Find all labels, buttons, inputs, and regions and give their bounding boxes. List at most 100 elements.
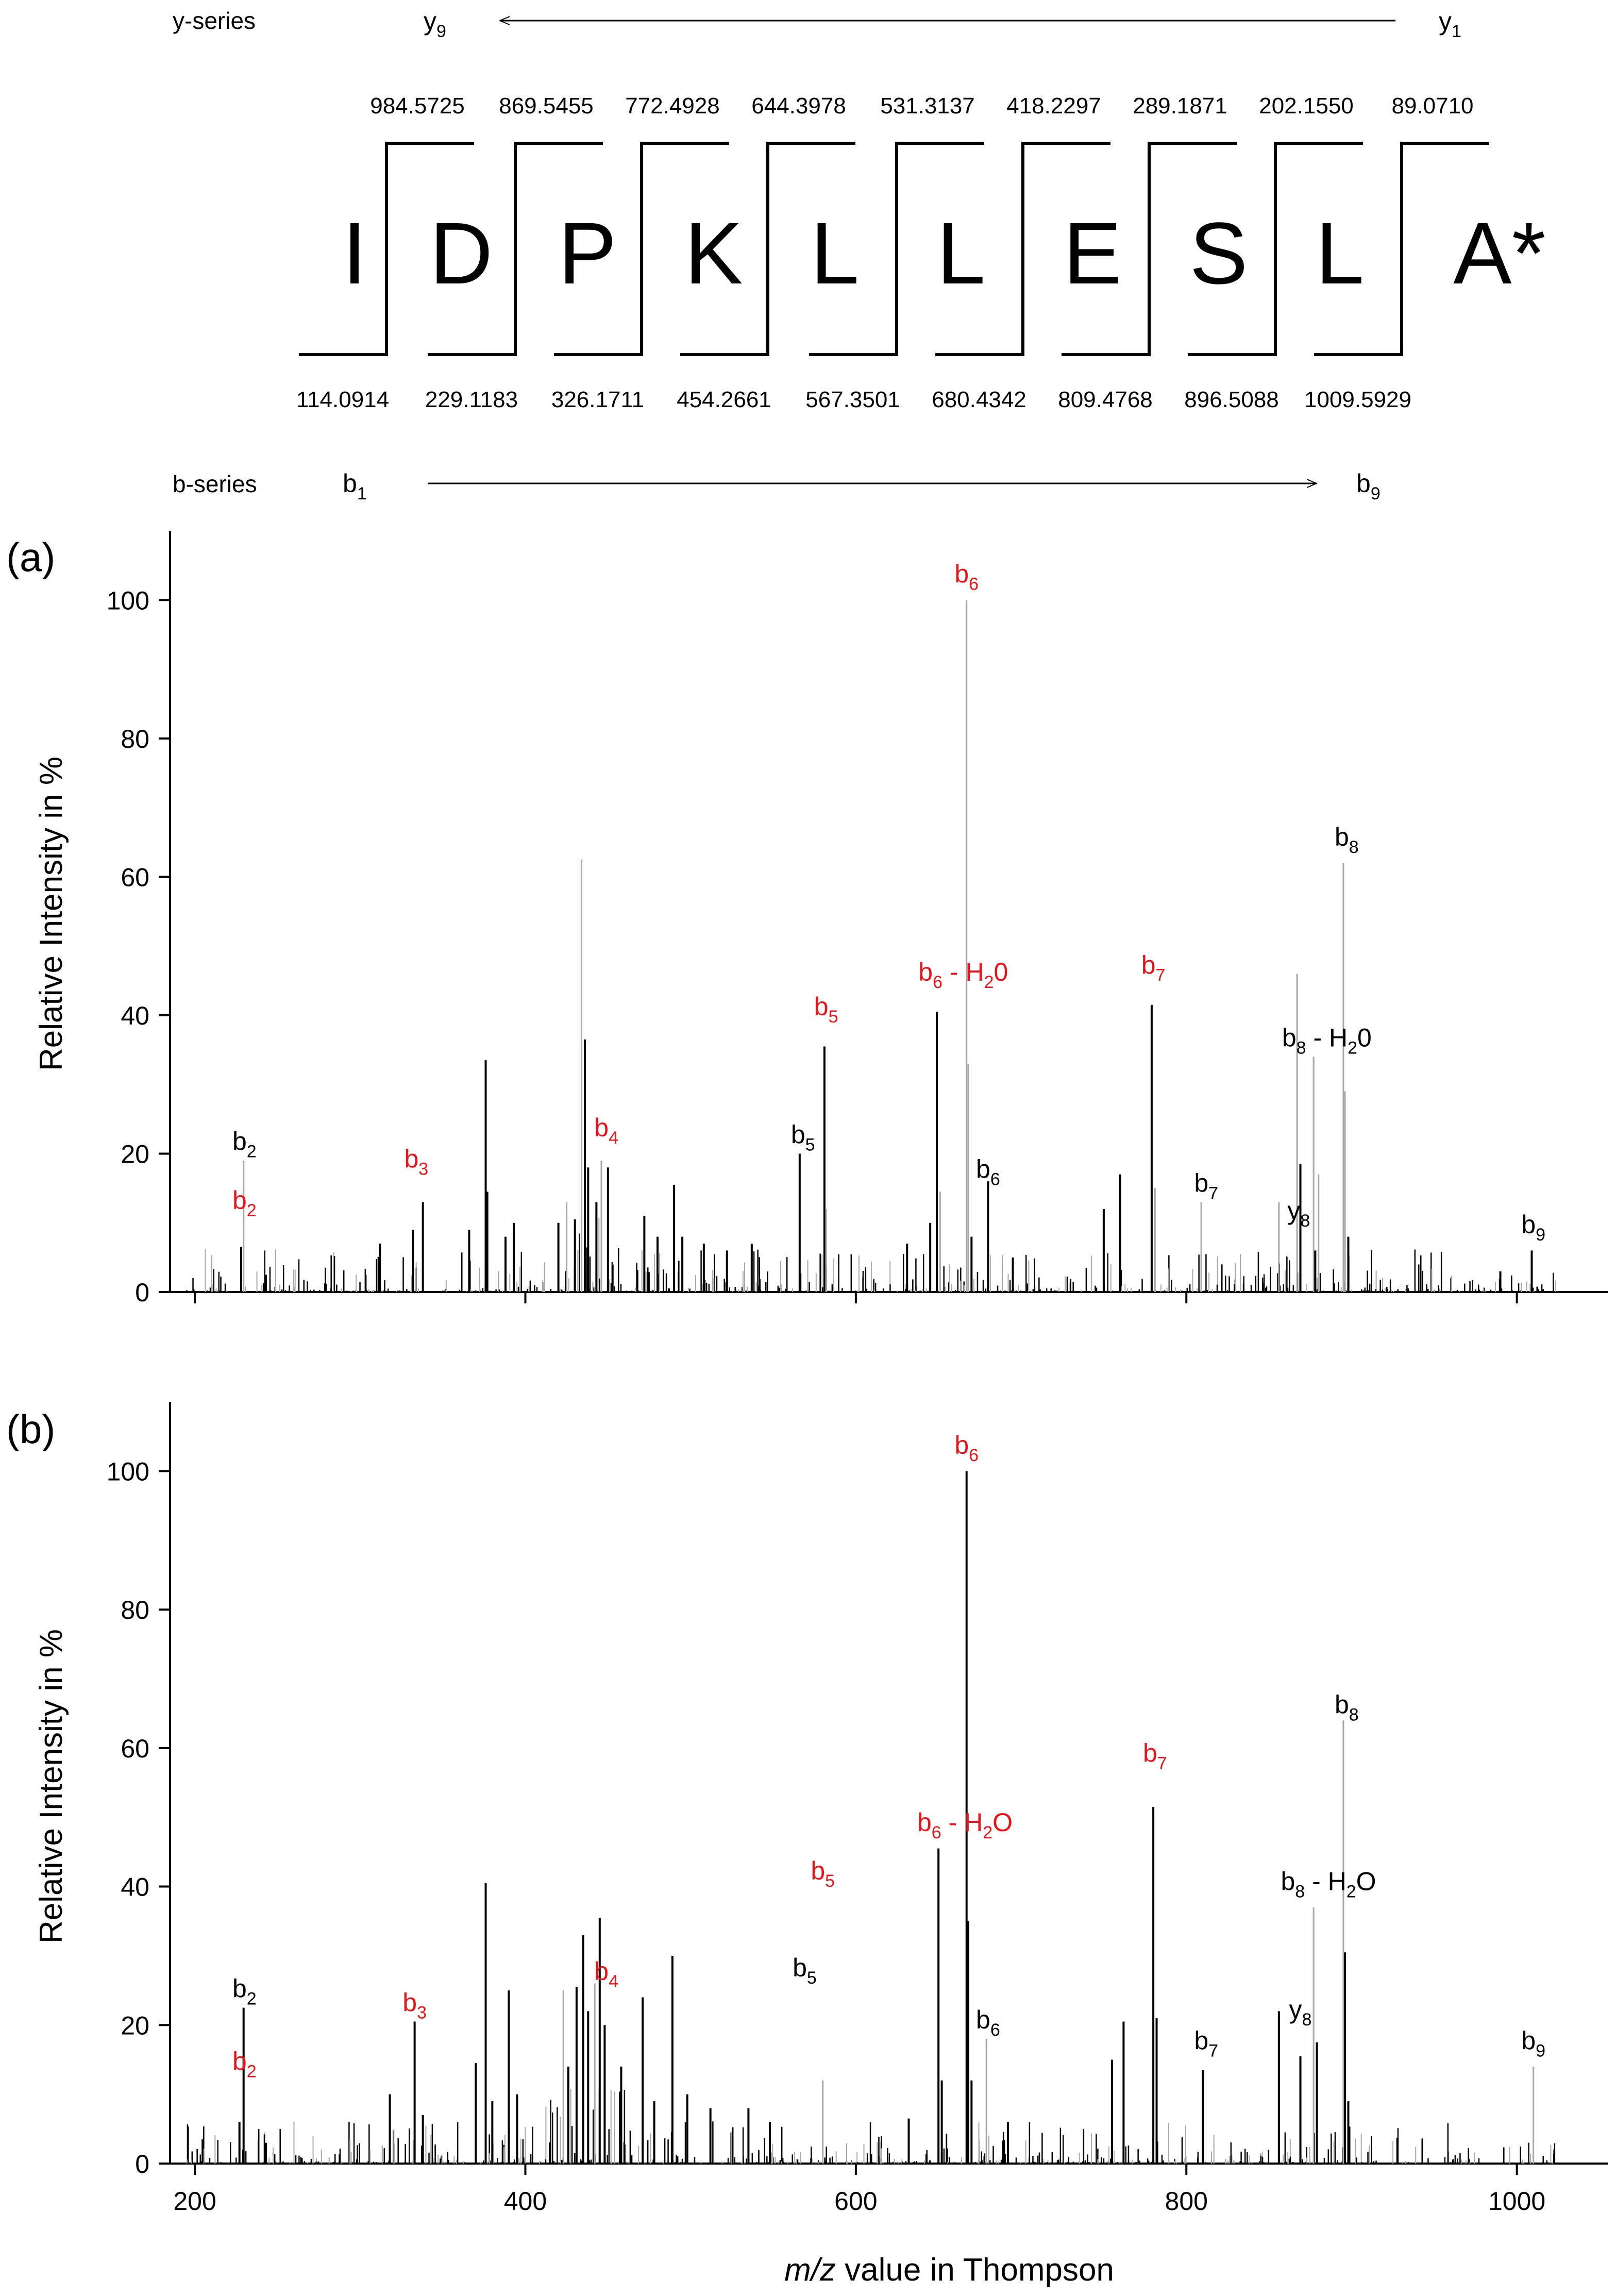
peak-annotation: b5 bbox=[791, 1120, 815, 1154]
y-tick-label: 100 bbox=[107, 586, 149, 615]
x-tick-label: 800 bbox=[1165, 2187, 1208, 2216]
peak-annotation: b8 - H2O bbox=[1281, 1867, 1376, 1901]
peak-annotation: b8 bbox=[1335, 823, 1359, 857]
y-mass-9: 984.5725 bbox=[370, 93, 465, 119]
peak-annotation: b8 bbox=[1335, 1690, 1359, 1725]
y-tick-label: 60 bbox=[121, 1734, 149, 1763]
b-mass-5: 567.3501 bbox=[805, 387, 900, 412]
cleavage-step-3 bbox=[554, 142, 729, 356]
x-tick-label: 200 bbox=[173, 2187, 216, 2216]
peak-annotation: b5 bbox=[793, 1953, 817, 1988]
peak-annotation: b6 bbox=[954, 560, 979, 594]
peak-annotation: b8 - H20 bbox=[1282, 1023, 1372, 1058]
y-mass-6: 644.3978 bbox=[751, 93, 846, 119]
panel-a-ylabel: Relative Intensity in % bbox=[33, 757, 69, 1071]
y-series-label: y-series bbox=[173, 7, 256, 34]
cleavage-step-6 bbox=[935, 142, 1110, 356]
residue-4: K bbox=[684, 205, 743, 303]
peak-annotation: b2 bbox=[232, 1974, 257, 2009]
panel-b-label: (b) bbox=[6, 1406, 55, 1452]
y-tick-label: 100 bbox=[107, 1457, 149, 1486]
peak-annotation: b7 bbox=[1143, 1739, 1167, 1773]
peak-annotation: b6 bbox=[976, 2005, 1000, 2040]
residue-6: L bbox=[937, 205, 986, 303]
noise-peaks bbox=[186, 2089, 1556, 2164]
b-mass-6: 680.4342 bbox=[932, 387, 1026, 412]
peak-annotation: y8 bbox=[1289, 1995, 1312, 2030]
peak-annotation: b6 - H20 bbox=[918, 958, 1008, 992]
peak-annotation: y8 bbox=[1287, 1196, 1310, 1231]
peak-annotation: b7 bbox=[1194, 2026, 1218, 2060]
y-tick-label: 20 bbox=[121, 2011, 149, 2040]
peak-annotations: b2 b2 b3 b4 b5 b5 b6 b6 - H20 b6 b7 b7 y8 b8 - H20 b8… bbox=[232, 560, 1545, 1245]
b-mass-3: 326.1711 bbox=[551, 387, 644, 412]
y-mass-2: 202.1550 bbox=[1259, 93, 1354, 119]
y-tick-label: 80 bbox=[121, 1596, 149, 1624]
b-mass-labels: 114.0914 229.1183 326.1711 454.2661 567.3501… bbox=[296, 387, 1411, 412]
cleavage-step-4 bbox=[680, 142, 855, 356]
x-tick-label: 600 bbox=[834, 2187, 877, 2216]
peak-annotation: b4 bbox=[594, 1957, 618, 1991]
peak-annotation: b6 - H2O bbox=[917, 1808, 1013, 1842]
cleavage-step-9 bbox=[1314, 142, 1489, 356]
peak-annotation: b7 bbox=[1194, 1168, 1218, 1203]
y-mass-1: 89.0710 bbox=[1391, 93, 1473, 119]
residue-10: A* bbox=[1453, 205, 1546, 303]
fragmentation-ladder bbox=[299, 142, 1489, 356]
x-tick-label: 1000 bbox=[1488, 2187, 1545, 2216]
cleavage-step-7 bbox=[1062, 142, 1237, 356]
x-tick-label: 400 bbox=[504, 2187, 547, 2216]
residue-5: L bbox=[811, 205, 860, 303]
y-tick-label: 80 bbox=[121, 725, 149, 753]
peak-annotations: b2 b2 b3 b4 b5 b5 b6 b6 - H2O b6 b7 b7 y8 b8 - H2O b8… bbox=[232, 1431, 1545, 2082]
y-tick-label: 0 bbox=[135, 2150, 149, 2178]
fragmentation-header: y-series y9 y1 984.5725 869.5455 772.4928 6… bbox=[173, 7, 1546, 504]
peak-annotation: b6 bbox=[954, 1431, 979, 1465]
major-peaks bbox=[240, 600, 1533, 1292]
x-axis-title: m/z value in Thompson bbox=[784, 2252, 1114, 2288]
b-series-label: b-series bbox=[173, 471, 257, 497]
peak-annotation: b2 bbox=[232, 1186, 257, 1220]
spectrum-panel-b: (b) Relative Intensity in % m/z value in… bbox=[6, 1402, 1608, 2288]
peak-annotation: b9 bbox=[1521, 2026, 1545, 2060]
y-mass-5: 531.3137 bbox=[880, 93, 975, 119]
peak-annotation: b4 bbox=[594, 1113, 618, 1148]
b-mass-4: 454.2661 bbox=[677, 387, 771, 412]
peak-annotation: b3 bbox=[404, 1144, 428, 1179]
peak-annotation: b5 bbox=[814, 992, 838, 1027]
panel-b-ylabel: Relative Intensity in % bbox=[33, 1629, 69, 1943]
peak-annotation: b7 bbox=[1141, 950, 1166, 985]
y-mass-labels: 984.5725 869.5455 772.4928 644.3978 531.3137… bbox=[370, 93, 1473, 119]
peptide-sequence: I D P K L L E S L A* bbox=[342, 205, 1545, 303]
peak-annotation: b5 bbox=[811, 1856, 835, 1891]
y-tick-label: 60 bbox=[121, 863, 149, 892]
b1-label: b1 bbox=[343, 469, 367, 504]
peak-annotation: b3 bbox=[402, 1988, 427, 2022]
y-mass-3: 289.1871 bbox=[1133, 93, 1227, 119]
y9-label: y9 bbox=[424, 7, 446, 41]
major-peaks bbox=[238, 1471, 1535, 2164]
y-mass-4: 418.2297 bbox=[1006, 93, 1101, 119]
y-tick-label: 0 bbox=[135, 1278, 149, 1307]
cleavage-step-8 bbox=[1188, 142, 1363, 356]
cleavage-step-2 bbox=[428, 142, 603, 356]
residue-8: S bbox=[1189, 205, 1248, 303]
b-mass-9: 1009.5929 bbox=[1304, 387, 1411, 412]
b9-label: b9 bbox=[1356, 469, 1381, 504]
residue-3: P bbox=[558, 205, 616, 303]
y-tick-label: 40 bbox=[121, 1001, 149, 1030]
noise-peaks bbox=[186, 1218, 1556, 1292]
y1-label: y1 bbox=[1439, 7, 1461, 41]
b-mass-7: 809.4768 bbox=[1058, 387, 1153, 412]
residue-7: E bbox=[1063, 205, 1121, 303]
residue-1: I bbox=[342, 205, 366, 303]
cleavage-step-5 bbox=[809, 142, 984, 356]
peak-annotation: b2 bbox=[232, 1127, 257, 1162]
y-mass-8: 869.5455 bbox=[499, 93, 594, 119]
peak-annotation: b9 bbox=[1521, 1210, 1545, 1245]
y-tick-label: 20 bbox=[121, 1139, 149, 1168]
b-mass-2: 229.1183 bbox=[425, 387, 518, 412]
y-tick-label: 40 bbox=[121, 1873, 149, 1902]
peak-annotation: b6 bbox=[976, 1154, 1000, 1189]
